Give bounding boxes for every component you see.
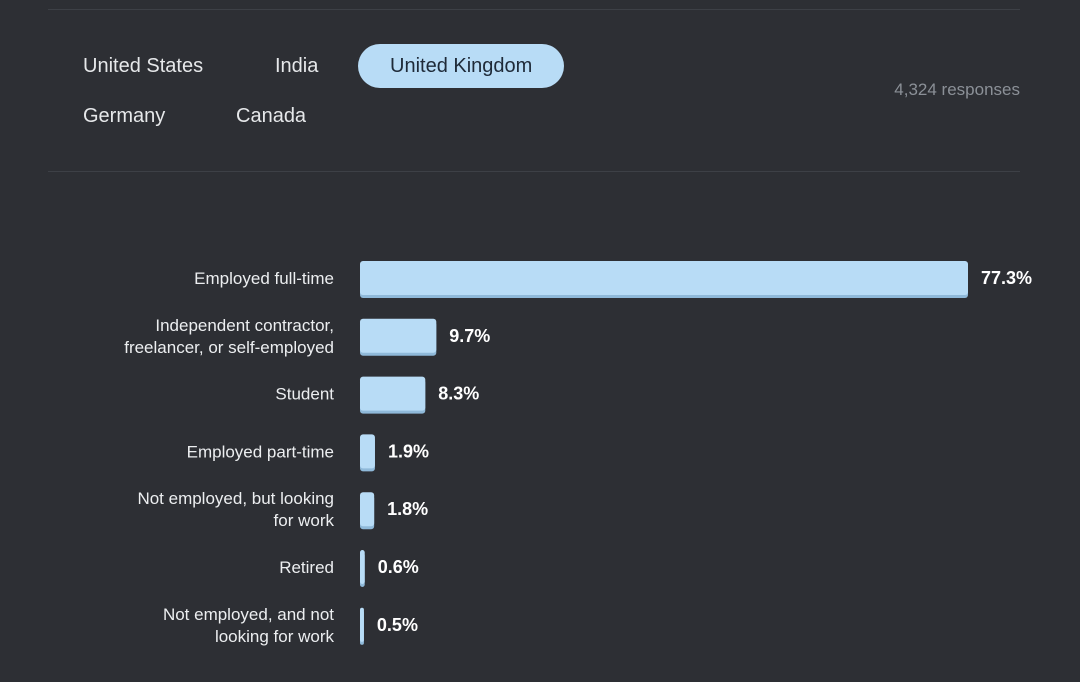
bar[interactable] [360,376,426,411]
category-label: Employed part-time [187,442,334,461]
tab-united-states[interactable]: United States [83,55,204,77]
bar-value-label: 0.6% [378,557,419,577]
tab-india[interactable]: India [275,55,319,77]
bar[interactable] [360,434,375,469]
bar-value-label: 77.3% [981,268,1032,288]
category-label-line: Retired [279,558,334,577]
category-label: Retired [279,558,334,577]
category-label: Not employed, and not looking for work [163,605,335,646]
category-label-line: Employed full-time [194,269,334,288]
category-label: Not employed, but looking for work [137,489,334,530]
bar-value-label: 8.3% [438,384,479,404]
bar[interactable] [360,318,437,353]
bar-value-label: 1.9% [388,441,429,461]
category-label: Employed full-time [194,269,334,288]
bar[interactable] [360,492,375,527]
bar-row: 0.6% Retired [279,550,419,587]
bar-row: 9.7% Independent contractor, freelancer, o… [124,316,490,357]
bar-row: 8.3% Student [275,376,479,414]
top-divider [48,9,1020,10]
section-divider [48,171,1020,172]
bar[interactable] [360,261,968,295]
category-label-line: for work [274,511,335,530]
category-label: Student [275,385,334,404]
tab-germany[interactable]: Germany [83,105,166,127]
category-label-line: Student [275,385,334,404]
category-label-line: Employed part-time [187,442,334,461]
category-label-line: Not employed, and not [163,605,334,624]
category-label-line: looking for work [215,627,335,646]
bar-row: 77.3% Employed full-time [194,261,1032,298]
tab-canada[interactable]: Canada [236,105,307,127]
bar[interactable] [360,550,365,584]
category-label-line: Not employed, but looking [137,489,334,508]
category-label-line: Independent contractor, [155,316,334,335]
bar-row: 1.8% Not employed, but looking for work [137,489,428,530]
category-label: Independent contractor, freelancer, or se… [124,316,334,357]
bar[interactable] [360,607,364,642]
category-label-line: freelancer, or self-employed [124,338,334,357]
responses-count: 4,324 responses [894,80,1020,99]
bar-row: 1.9% Employed part-time [187,434,429,472]
bar-value-label: 0.5% [377,615,418,635]
bar-value-label: 1.8% [387,499,428,519]
bar-row: 0.5% Not employed, and not looking for wor… [163,605,418,646]
bar-value-label: 9.7% [449,326,490,346]
tab-united-kingdom[interactable]: United Kingdom [358,44,565,88]
